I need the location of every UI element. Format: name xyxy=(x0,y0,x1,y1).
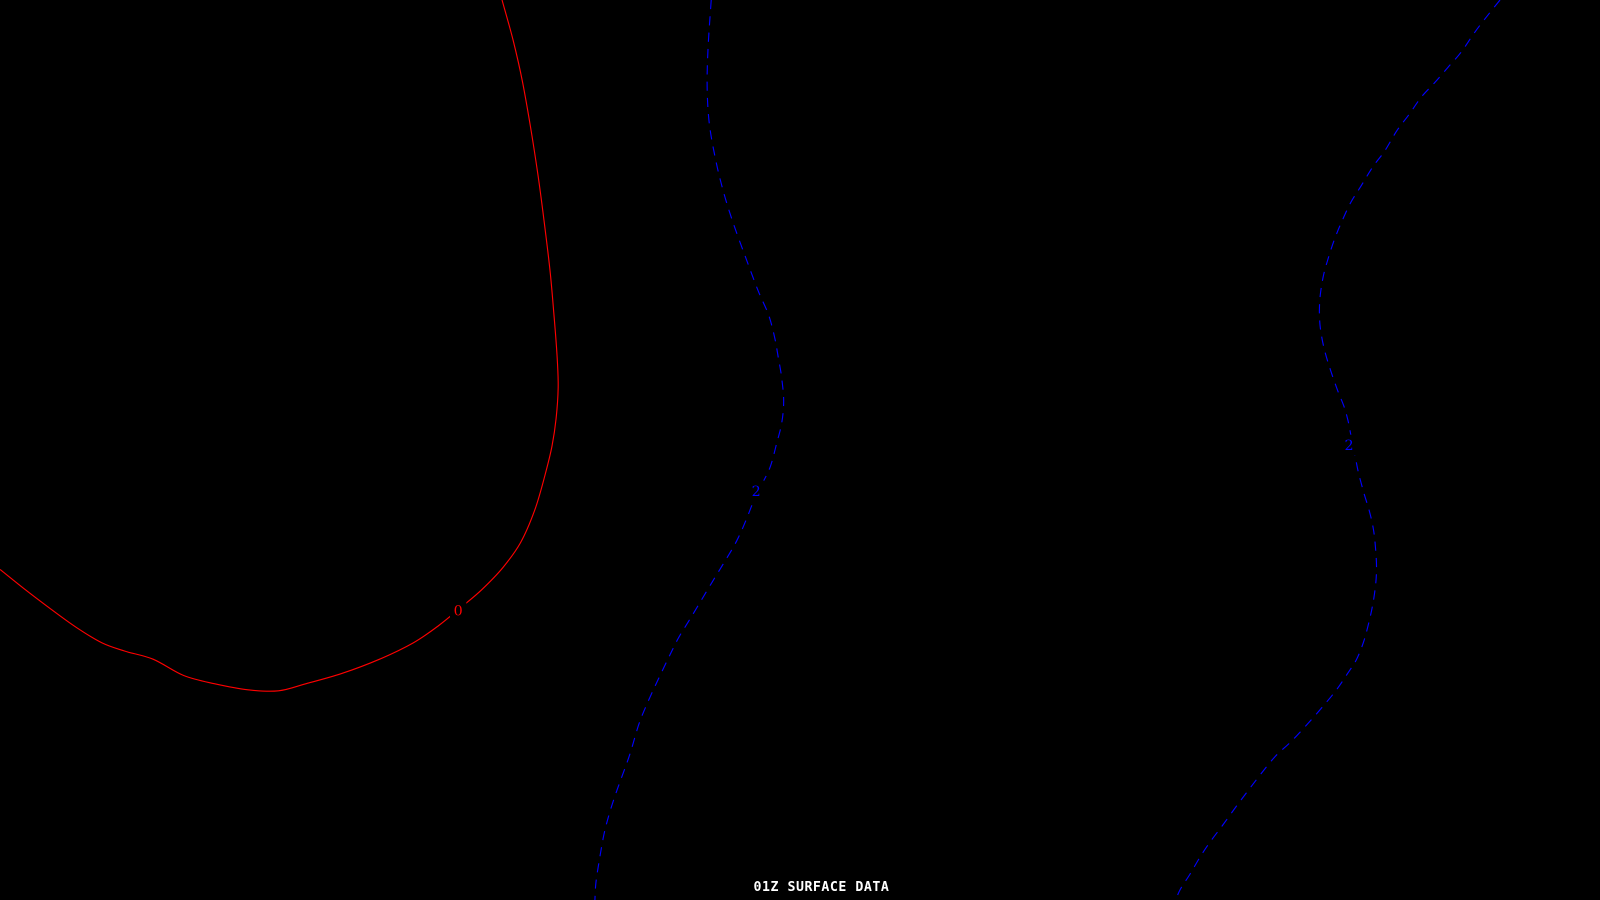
chart-title: 01Z SURFACE DATA xyxy=(754,880,890,895)
contour-labels: 0 2 2 xyxy=(450,434,1358,621)
contour-0-label-gap xyxy=(450,600,467,621)
contour-0-label: 0 xyxy=(454,603,463,619)
contour-2-east-label: 2 xyxy=(1344,438,1353,454)
contour-2-east-label-gap xyxy=(1340,434,1358,456)
contour-2-east-line xyxy=(1174,0,1501,900)
contour-0-line xyxy=(0,0,559,692)
contour-2-west-label-gap xyxy=(747,480,765,502)
contour-curves xyxy=(0,0,1501,900)
contour-2-west-label: 2 xyxy=(752,484,761,500)
contour-2-west-line xyxy=(594,0,785,900)
